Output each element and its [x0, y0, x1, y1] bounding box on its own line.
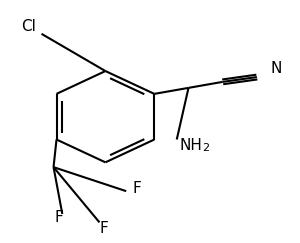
Text: F: F	[100, 221, 108, 236]
Text: 2: 2	[202, 143, 209, 153]
Text: F: F	[55, 210, 64, 225]
Text: N: N	[270, 61, 282, 76]
Text: Cl: Cl	[21, 19, 36, 34]
Text: NH: NH	[180, 138, 202, 153]
Text: F: F	[132, 181, 141, 196]
